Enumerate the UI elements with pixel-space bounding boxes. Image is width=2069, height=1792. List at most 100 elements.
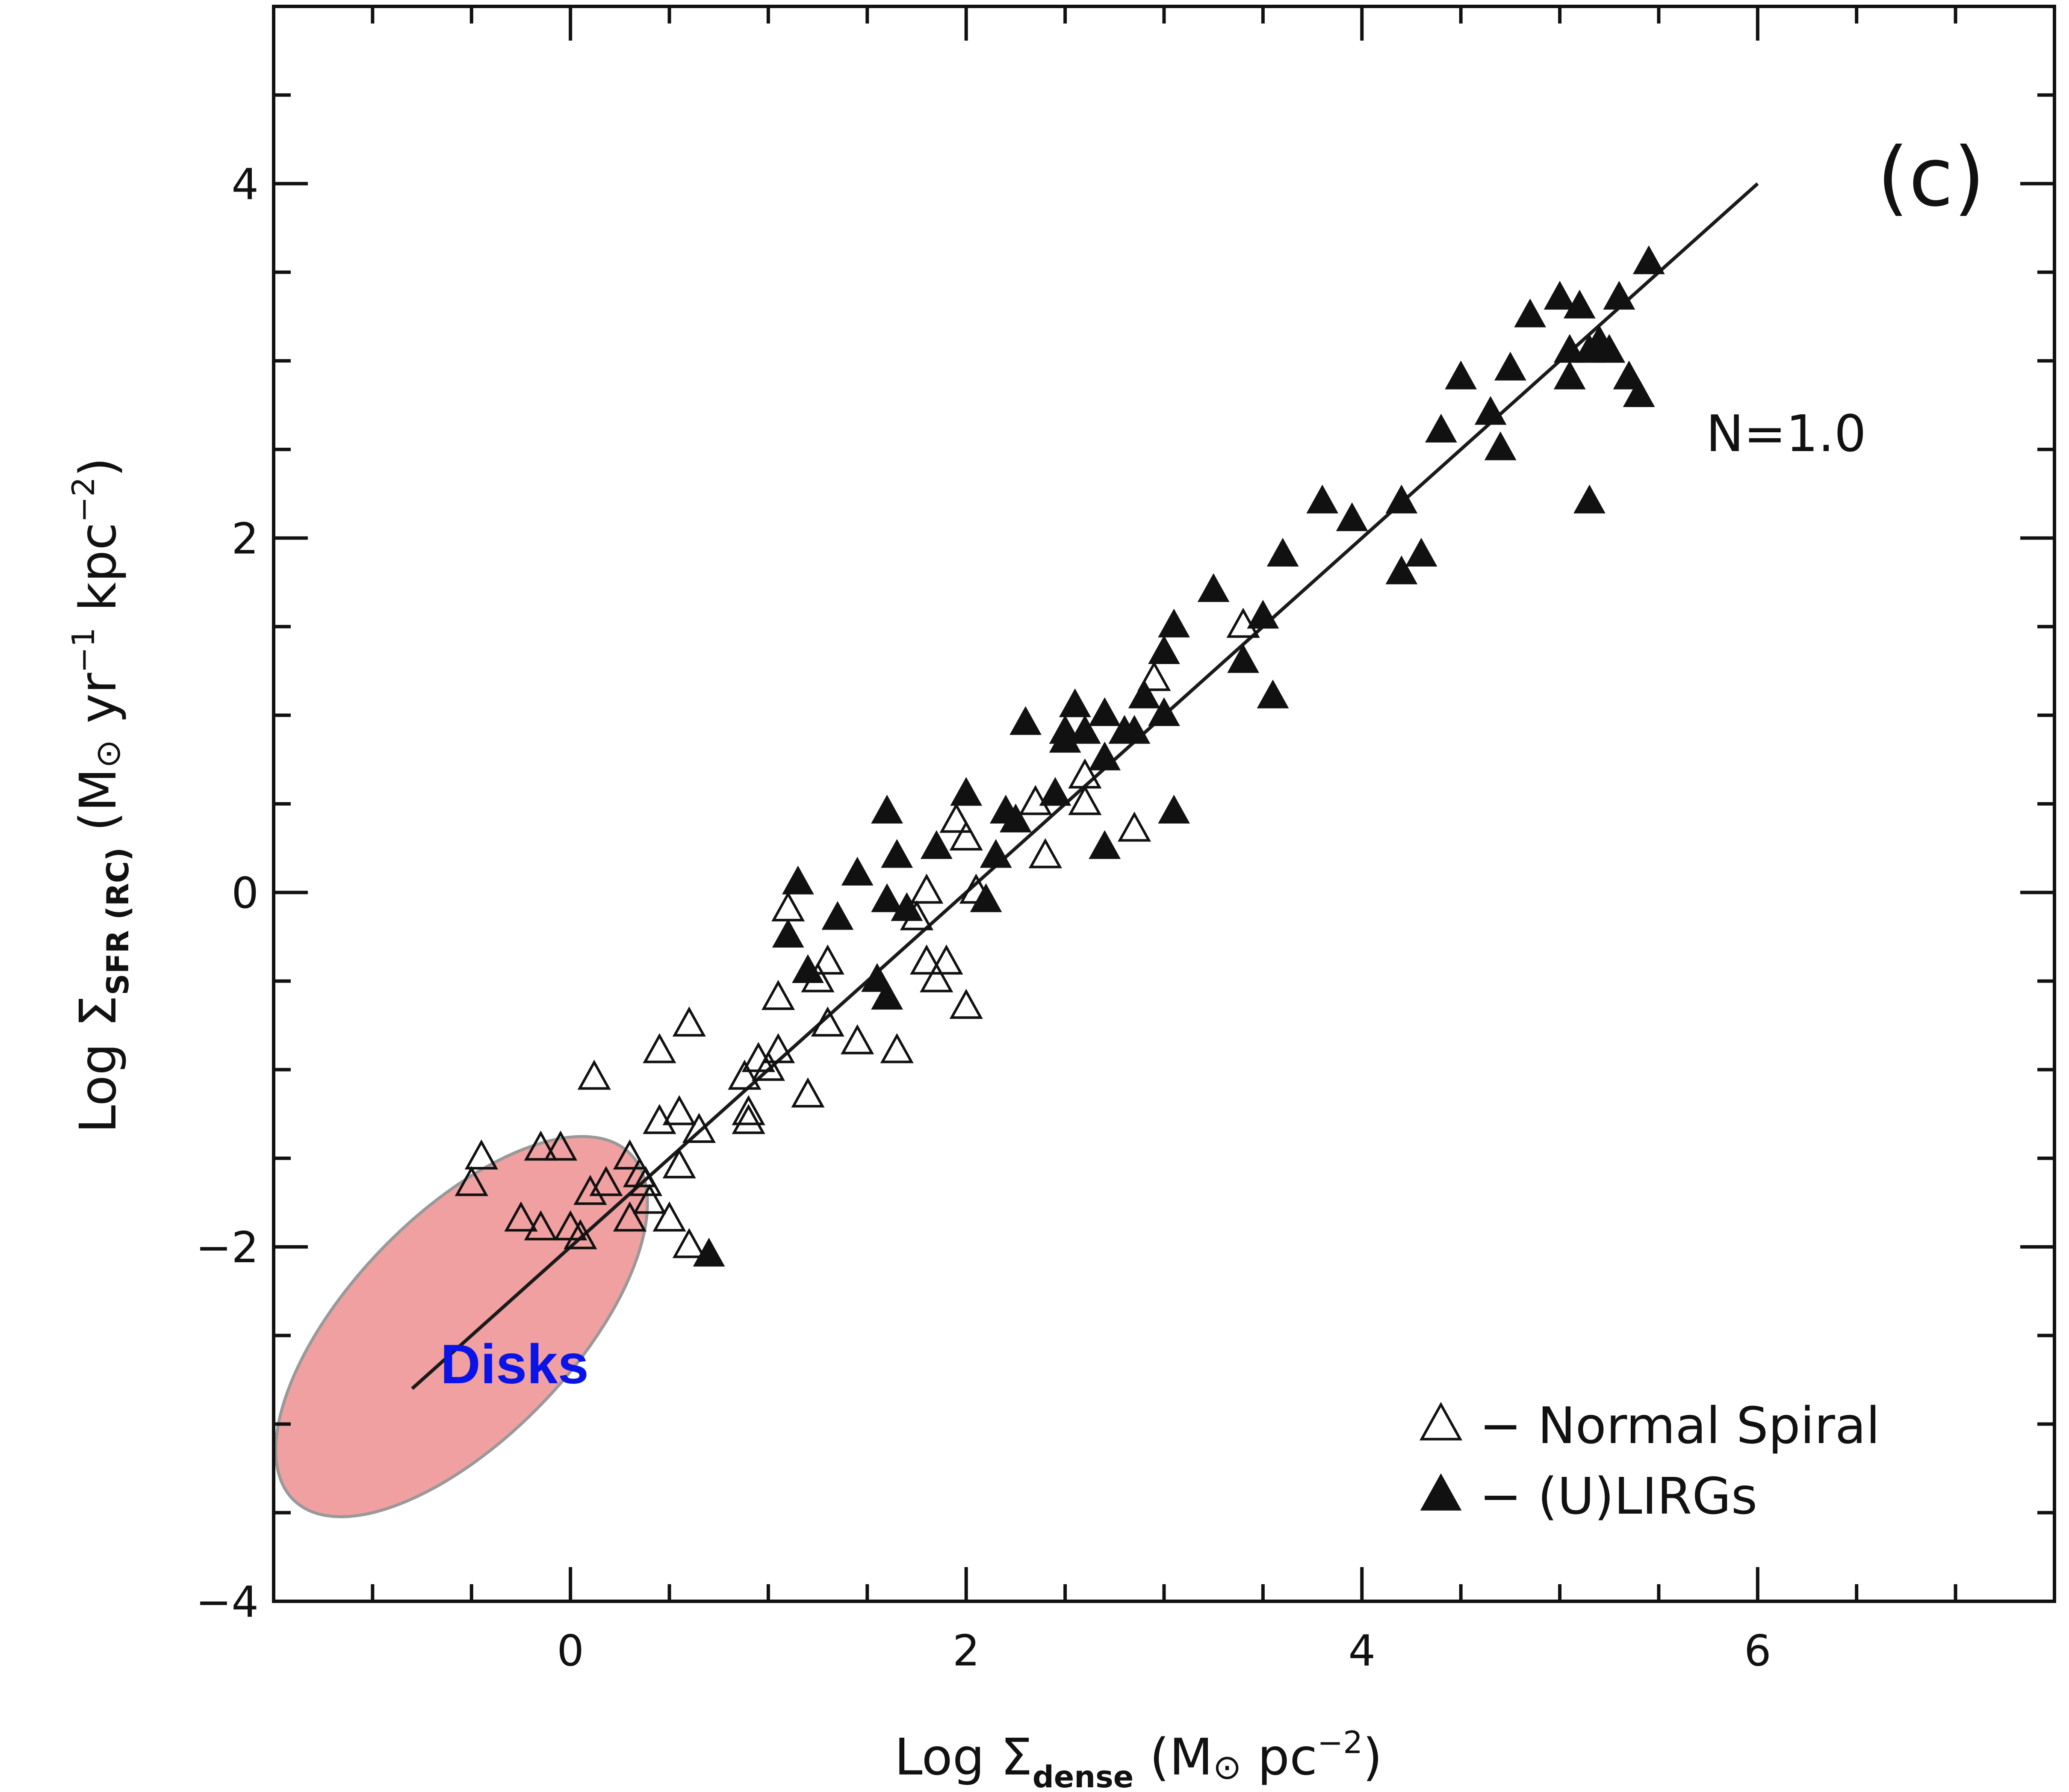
legend-label-normal-spiral: − Normal Spiral bbox=[1479, 1396, 1880, 1455]
disks-region-layer bbox=[274, 1135, 649, 1518]
ulirg-point bbox=[1593, 334, 1626, 363]
normal-spiral-point bbox=[543, 1131, 578, 1161]
normal-spiral-point bbox=[910, 874, 944, 904]
normal-spiral-point bbox=[524, 1210, 558, 1240]
ulirg-point bbox=[1336, 502, 1368, 531]
ulirg-point bbox=[1405, 537, 1437, 567]
x-axis-label: Log Σdense (M⊙ pc−2) bbox=[894, 1724, 1382, 1792]
ulirg-point bbox=[1197, 573, 1230, 602]
x-axis-label-subscript: dense bbox=[1033, 1760, 1134, 1792]
ulirg-point bbox=[1089, 697, 1121, 726]
ulirg-point bbox=[1613, 360, 1645, 390]
y-axis-label-superscript-2: −2 bbox=[65, 477, 101, 523]
ulirg-point bbox=[1089, 741, 1121, 771]
x-axis-label-close: ) bbox=[1363, 1727, 1382, 1786]
ulirg-point bbox=[1148, 635, 1180, 664]
legend-open-triangle-icon bbox=[1419, 1402, 1463, 1441]
ulirg-point bbox=[980, 839, 1012, 868]
normal-spiral-point bbox=[1068, 785, 1102, 815]
x-tick-label: 2 bbox=[953, 1626, 980, 1676]
normal-spiral-point bbox=[761, 980, 795, 1010]
ulirg-point bbox=[920, 830, 953, 859]
y-axis-label-open: (M bbox=[68, 768, 127, 847]
normal-spiral-point bbox=[761, 1033, 795, 1063]
ulirg-point bbox=[950, 777, 983, 806]
normal-spiral-point bbox=[949, 989, 983, 1019]
normal-spiral-point bbox=[939, 803, 973, 833]
y-tick-label: 4 bbox=[231, 159, 259, 209]
x-axis-label-superscript: −2 bbox=[1317, 1724, 1363, 1760]
ulirg-point bbox=[1158, 608, 1190, 638]
normal-spiral-point bbox=[811, 944, 844, 975]
y-tick-label: −2 bbox=[196, 1222, 259, 1272]
normal-spiral-point bbox=[455, 1166, 488, 1196]
normal-spiral-point bbox=[728, 1060, 761, 1090]
y-axis-label-close: ) bbox=[68, 458, 127, 477]
ulirg-point bbox=[1227, 644, 1260, 673]
normal-spiral-point bbox=[1117, 812, 1151, 842]
normal-spiral-point bbox=[662, 1148, 696, 1178]
ulirg-point bbox=[1573, 484, 1606, 514]
y-axis-label-unit-kpc: kpc bbox=[68, 523, 127, 628]
normal-spiral-point bbox=[464, 1139, 499, 1170]
normal-spiral-point bbox=[613, 1201, 647, 1232]
x-tick-label: 6 bbox=[1744, 1626, 1771, 1676]
y-axis-label: Log ΣSFR (RC) (M⊙ yr−1 kpc−2) bbox=[65, 458, 136, 1134]
y-tick-label: −4 bbox=[196, 1577, 259, 1627]
x-tick-label: 4 bbox=[1348, 1626, 1375, 1676]
normal-spiral-point bbox=[1028, 838, 1062, 868]
normal-spiral-point bbox=[732, 1095, 765, 1125]
normal-spiral-point bbox=[643, 1033, 676, 1063]
axis-ticks-layer: 0 2 4 6 −4 −2 0 2 4 bbox=[196, 5, 2056, 1676]
ulirg-point bbox=[1445, 360, 1477, 390]
ulirg-point bbox=[1059, 688, 1091, 717]
y-tick-label: 2 bbox=[231, 514, 259, 564]
ulirg-point bbox=[1158, 794, 1190, 824]
ulirg-point bbox=[1118, 715, 1151, 744]
ulirg-point bbox=[1009, 706, 1042, 735]
ulirg-point bbox=[1257, 679, 1289, 709]
x-axis-label-unit: pc bbox=[1242, 1727, 1317, 1786]
legend-filled-triangle-icon bbox=[1420, 1473, 1462, 1511]
normal-spiral-point bbox=[771, 891, 805, 921]
ulirg-point bbox=[871, 883, 903, 912]
ulirg-point bbox=[1563, 289, 1596, 319]
normal-spiral-point bbox=[672, 1006, 706, 1037]
legend-label-ulirgs: − (U)LIRGs bbox=[1479, 1467, 1757, 1526]
normal-spiral-point bbox=[524, 1131, 558, 1161]
ulirg-point bbox=[1484, 431, 1517, 461]
y-axis-label-sun-symbol: ⊙ bbox=[88, 739, 128, 768]
normal-spiral-point bbox=[920, 962, 953, 992]
normal-spiral-point bbox=[589, 1166, 623, 1196]
normal-spiral-point bbox=[652, 1201, 686, 1232]
ulirg-point bbox=[1039, 777, 1071, 806]
disks-region-ellipse bbox=[274, 1135, 649, 1518]
normal-spiral-point bbox=[732, 1104, 765, 1134]
ulirg-point bbox=[1049, 715, 1081, 744]
normal-spiral-point bbox=[672, 1228, 706, 1258]
ulirg-point bbox=[1000, 803, 1032, 833]
normal-spiral-point bbox=[662, 1095, 696, 1125]
x-tick-label: 0 bbox=[557, 1626, 584, 1676]
ulirg-point bbox=[1632, 245, 1665, 275]
ulirg-point bbox=[1494, 351, 1526, 381]
ulirg-point bbox=[841, 856, 874, 886]
normal-spiral-point bbox=[841, 1024, 874, 1054]
x-axis-label-sun-symbol: ⊙ bbox=[1213, 1747, 1242, 1787]
ulirg-point bbox=[1544, 280, 1576, 310]
data-points-layer bbox=[455, 245, 1665, 1267]
normal-spiral-point bbox=[1137, 661, 1171, 691]
ulirg-point bbox=[1385, 484, 1418, 514]
ulirg-point bbox=[1623, 378, 1655, 407]
ulirg-point bbox=[891, 892, 923, 921]
ulirg-point bbox=[861, 963, 893, 992]
ulirg-point bbox=[1474, 396, 1507, 425]
normal-spiral-point bbox=[613, 1139, 647, 1170]
ulirg-point bbox=[693, 1237, 725, 1267]
ulirg-point bbox=[792, 954, 824, 983]
ulirg-point bbox=[1385, 555, 1418, 585]
y-axis-label-superscript-1: −1 bbox=[65, 627, 101, 673]
normal-spiral-point bbox=[930, 944, 963, 975]
ulirg-point bbox=[871, 794, 903, 824]
y-axis-label-unit-yr: yr bbox=[68, 673, 127, 739]
